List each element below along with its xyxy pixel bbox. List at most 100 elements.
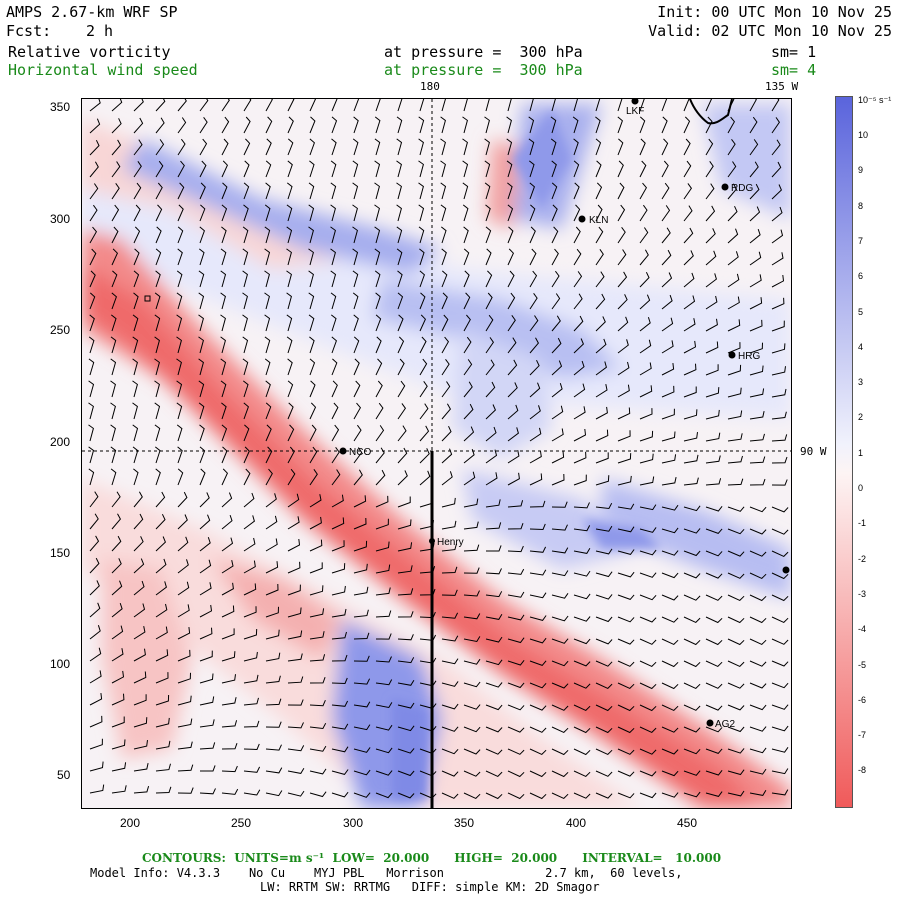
wind-barb — [705, 318, 718, 332]
wind-barb — [727, 572, 745, 579]
wind-barb — [200, 765, 216, 772]
wind-barb — [396, 116, 403, 134]
wind-barb — [507, 614, 525, 621]
wind-barb — [374, 204, 380, 222]
wind-barb — [727, 364, 742, 376]
wind-barb — [529, 248, 537, 266]
wind-barb — [375, 724, 393, 731]
wind-barb — [705, 478, 722, 486]
wind-barb — [221, 402, 227, 420]
wind-barb — [374, 248, 381, 266]
wind-barb — [331, 138, 337, 156]
map-plot: LKF RDG KLN HRG NCO Henry AG2 — [81, 94, 792, 809]
wind-barb — [617, 160, 624, 178]
wind-barb — [683, 272, 695, 288]
wind-barb — [727, 550, 745, 557]
wind-barb — [463, 748, 481, 755]
wind-barb — [287, 561, 301, 574]
wind-barb — [639, 476, 655, 486]
wind-barb — [220, 336, 226, 354]
wind-barb — [198, 248, 205, 266]
wind-barb — [683, 594, 701, 601]
wind-barb — [397, 270, 403, 288]
wind-barb — [683, 183, 693, 200]
wind-barb — [198, 336, 204, 354]
wind-barb — [573, 271, 583, 288]
wind-barb — [463, 658, 481, 665]
wind-barb — [396, 204, 402, 222]
wind-barb — [133, 204, 141, 222]
station-hrg-dot — [728, 351, 736, 359]
wind-barb — [265, 744, 282, 751]
wind-barb — [397, 519, 412, 530]
wind-barb — [331, 769, 349, 775]
wind-barb — [418, 204, 425, 222]
wind-barb — [111, 226, 119, 244]
wind-barb — [133, 513, 144, 530]
wind-barb — [331, 540, 345, 552]
x-tick-450: 450 — [677, 816, 698, 830]
wind-barb — [705, 638, 723, 646]
wind-barb — [221, 582, 234, 596]
wind-barb — [441, 566, 458, 574]
wind-barb — [132, 336, 139, 354]
wind-barb — [265, 538, 278, 552]
wind-barb — [221, 138, 229, 156]
wind-barb — [418, 226, 425, 244]
wind-barb — [529, 382, 541, 398]
wind-barb — [352, 248, 359, 266]
wind-barb — [265, 468, 273, 486]
wind-barb — [617, 249, 627, 266]
wind-barb — [111, 513, 122, 530]
wind-barb — [551, 160, 557, 178]
wind-barb — [111, 139, 122, 156]
wind-barb — [441, 748, 459, 755]
wind-barb — [639, 549, 657, 556]
wind-barb — [485, 748, 503, 755]
wind-barb — [639, 770, 657, 777]
wind-barb — [243, 446, 250, 464]
wind-barb — [463, 270, 470, 288]
wind-barb — [353, 678, 371, 685]
wind-barb — [485, 426, 497, 442]
wind-barb — [683, 138, 691, 156]
wind-barb — [573, 248, 582, 266]
wind-barb — [88, 468, 95, 486]
wind-barb — [133, 270, 140, 288]
init-time: Init: 00 UTC Mon 10 Nov 25 — [657, 3, 892, 21]
wind-barb — [375, 402, 384, 420]
wind-barb — [771, 320, 785, 332]
wind-barb — [705, 183, 715, 200]
wind-barb — [749, 528, 767, 535]
wind-barb — [177, 649, 191, 662]
wind-barb — [771, 411, 787, 420]
wind-barb — [89, 625, 101, 640]
wind-barb — [132, 424, 139, 442]
wind-barb — [89, 602, 101, 618]
wind-barb — [639, 294, 651, 310]
wind-barb — [287, 630, 303, 640]
wind-barb — [573, 182, 580, 200]
wind-barb — [133, 292, 139, 310]
wind-barb — [529, 182, 535, 200]
wind-barb — [132, 358, 138, 376]
wind-barb — [199, 650, 213, 662]
wind-barb — [507, 659, 525, 666]
wind-barb — [155, 226, 162, 244]
wind-barb — [617, 704, 635, 712]
wind-barb — [463, 359, 473, 376]
colorbar-gradient — [836, 97, 852, 807]
wind-barb — [287, 493, 300, 508]
wind-barb — [287, 358, 293, 376]
wind-barb — [441, 359, 450, 376]
wind-barb — [507, 472, 520, 486]
wind-barb — [155, 513, 166, 530]
x-tick-200: 200 — [120, 816, 141, 830]
wind-barb — [199, 696, 215, 706]
wind-barb — [771, 682, 789, 689]
wind-barb — [507, 591, 525, 598]
wind-barb — [440, 138, 446, 156]
station-hrg-label: HRG — [738, 351, 760, 362]
wind-barb — [133, 491, 143, 508]
wind-barb — [771, 274, 785, 288]
